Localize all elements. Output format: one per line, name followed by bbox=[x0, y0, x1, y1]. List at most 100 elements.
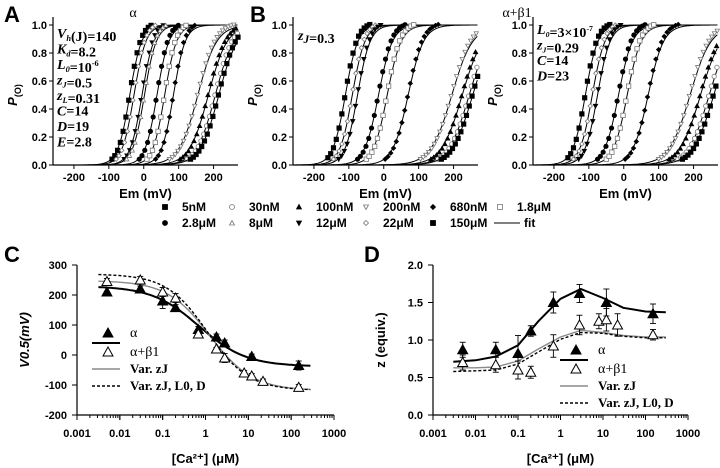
data-marker bbox=[350, 86, 356, 93]
x-tick-label: 0.001 bbox=[419, 428, 447, 440]
data-marker bbox=[377, 125, 383, 131]
data-marker bbox=[444, 135, 451, 141]
y-tick-label: 0.6 bbox=[272, 76, 287, 88]
y-tick-label: 0.8 bbox=[32, 48, 47, 60]
data-marker bbox=[634, 46, 640, 52]
data-marker bbox=[707, 103, 713, 109]
data-marker bbox=[172, 152, 179, 158]
data-marker bbox=[694, 65, 701, 71]
data-marker bbox=[391, 56, 397, 62]
data-marker bbox=[449, 145, 456, 152]
legend-label: 30nM bbox=[249, 200, 280, 214]
data-marker bbox=[617, 125, 623, 131]
parameter-annotation: C=14 bbox=[537, 54, 568, 69]
data-marker bbox=[363, 156, 369, 162]
data-marker bbox=[344, 78, 351, 84]
boltzmann-panel-b1: 0.0 0.2 0.4 0.6 0.8 1.0 -200 -100 0 100 200 Em (mV)… bbox=[245, 17, 481, 201]
data-marker bbox=[633, 138, 640, 145]
data-marker bbox=[669, 141, 676, 147]
data-marker bbox=[578, 153, 585, 159]
data-marker bbox=[215, 92, 222, 98]
y-tick-label: 0.5 bbox=[408, 373, 423, 385]
data-marker bbox=[600, 149, 606, 155]
data-marker bbox=[467, 38, 474, 44]
legend-marker bbox=[362, 204, 370, 211]
data-marker bbox=[708, 83, 714, 89]
legend-marker bbox=[430, 220, 436, 226]
data-marker bbox=[336, 125, 342, 131]
data-point bbox=[210, 330, 223, 342]
data-marker bbox=[628, 38, 634, 44]
data-marker bbox=[210, 113, 216, 120]
data-marker bbox=[704, 112, 711, 119]
data-marker bbox=[147, 153, 153, 159]
y-tick-label: 1.0 bbox=[32, 20, 47, 32]
data-marker bbox=[421, 33, 428, 40]
data-marker bbox=[385, 153, 391, 160]
data-point bbox=[647, 328, 659, 340]
data-marker bbox=[377, 83, 383, 89]
data-marker bbox=[441, 140, 448, 147]
data-marker bbox=[655, 46, 662, 53]
data-marker bbox=[155, 152, 162, 159]
y-tick-label: 0 bbox=[61, 350, 67, 362]
data-marker bbox=[710, 93, 716, 99]
data-marker bbox=[603, 45, 610, 51]
data-marker bbox=[221, 70, 227, 76]
parameter-annotation: L0=3×10-7 bbox=[536, 23, 593, 41]
data-point bbox=[218, 351, 231, 363]
data-point bbox=[547, 296, 560, 307]
data-marker bbox=[700, 112, 706, 119]
x-tick-label: 100 bbox=[649, 172, 667, 184]
x-tick-label: 0.001 bbox=[63, 428, 91, 440]
data-marker bbox=[380, 69, 386, 75]
panel-title-alpha-beta1: α+β1 bbox=[502, 6, 531, 21]
data-marker bbox=[472, 83, 478, 89]
data-marker bbox=[699, 83, 706, 89]
data-marker bbox=[428, 146, 435, 152]
data-point bbox=[456, 343, 469, 355]
panel-letter-a: A bbox=[4, 2, 20, 27]
data-marker bbox=[647, 80, 654, 87]
x-tick-label: 100 bbox=[282, 428, 300, 440]
data-marker bbox=[609, 31, 616, 37]
data-marker bbox=[161, 50, 167, 56]
data-marker bbox=[374, 135, 381, 141]
data-marker bbox=[374, 98, 380, 104]
data-marker bbox=[147, 128, 153, 134]
data-marker bbox=[410, 67, 416, 74]
data-point bbox=[292, 359, 305, 370]
x-tick-label: 200 bbox=[444, 172, 462, 184]
data-marker bbox=[708, 34, 715, 40]
parameter-annotation: E=2.8 bbox=[56, 136, 92, 151]
data-marker bbox=[450, 121, 457, 127]
data-marker bbox=[703, 103, 709, 109]
legend-label: 2.8μM bbox=[182, 216, 216, 230]
x-axis-label: Em (mV) bbox=[359, 186, 412, 201]
data-marker bbox=[172, 79, 178, 86]
data-marker bbox=[199, 113, 206, 119]
data-marker bbox=[364, 30, 370, 37]
parameter-annotation: zJ=0.5 bbox=[56, 74, 92, 92]
data-marker bbox=[213, 60, 220, 66]
data-marker bbox=[368, 125, 375, 131]
data-marker bbox=[435, 21, 441, 28]
data-marker bbox=[606, 135, 612, 141]
data-marker bbox=[183, 22, 189, 28]
legend-label-var-zj: Var. zJ bbox=[130, 361, 169, 376]
data-marker bbox=[164, 128, 170, 135]
data-marker bbox=[197, 81, 204, 87]
y-tick-label: 0.0 bbox=[272, 160, 287, 172]
data-marker bbox=[352, 103, 359, 110]
data-marker bbox=[360, 149, 366, 155]
data-marker bbox=[347, 63, 353, 69]
legend-marker bbox=[162, 204, 168, 210]
data-marker bbox=[671, 152, 678, 158]
x-tick-label: 100 bbox=[169, 172, 187, 184]
data-marker bbox=[196, 122, 203, 129]
data-marker bbox=[330, 156, 337, 162]
legend-marker-alpha bbox=[102, 326, 114, 338]
data-marker bbox=[126, 152, 133, 158]
panel-b-zj-annotation: zJ=0.3 bbox=[297, 29, 335, 47]
panel-letter-b: B bbox=[250, 2, 266, 27]
